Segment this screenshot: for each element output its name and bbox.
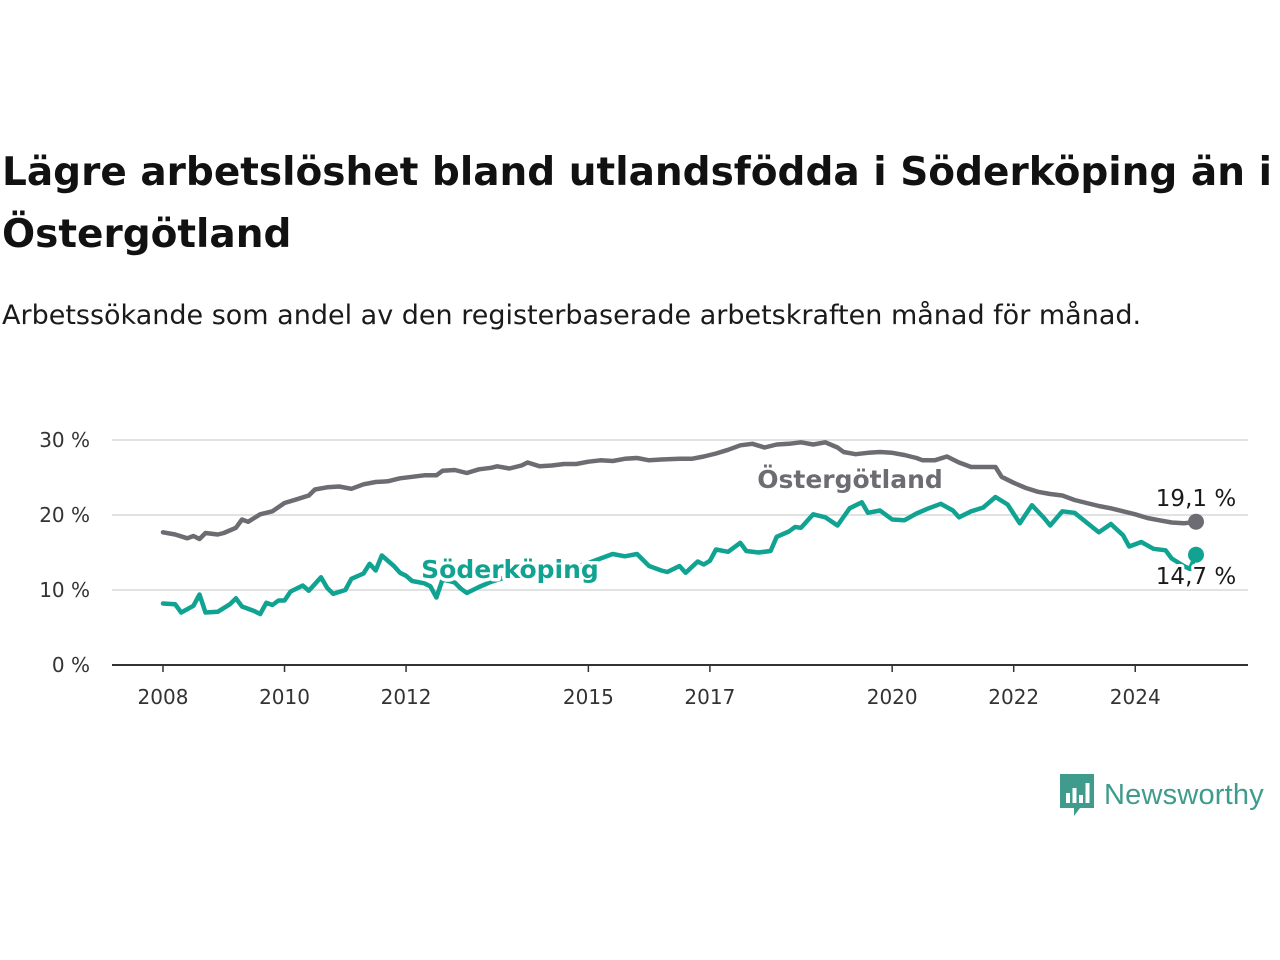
x-tick-label: 2010	[259, 685, 310, 709]
series-name-label: Söderköping	[421, 555, 599, 584]
y-tick-label: 0 %	[52, 653, 90, 677]
x-tick-label: 2015	[563, 685, 614, 709]
end-value-label: 19,1 %	[1156, 486, 1236, 512]
series-name-label: Östergötland	[757, 464, 943, 494]
series-lines	[160, 440, 1204, 617]
y-tick-label: 10 %	[39, 578, 90, 602]
series-label-halo: Söderköping	[421, 555, 599, 584]
brand-name: Newsworthy	[1104, 778, 1264, 811]
y-tick-label: 20 %	[39, 503, 90, 527]
x-tick-label: 2012	[381, 685, 432, 709]
end-point-1	[1188, 546, 1204, 563]
x-tick-label: 2024	[1110, 685, 1161, 709]
y-tick-label: 30 %	[39, 428, 90, 452]
end-value-label: 14,7 %	[1156, 564, 1236, 590]
x-tick-label: 2017	[684, 685, 735, 709]
y-axis-ticks: 0 % 10 % 20 % 30 %	[39, 428, 90, 677]
line-chart: 0 % 10 % 20 % 30 % 2008 2010 2012 2015 2017 2020…	[39, 428, 1248, 709]
x-axis-ticks: 2008 2010 2012 2015 2017 2020 2022 2024	[138, 665, 1161, 709]
chart-subtitle: Arbetssökande som andel av den registerb…	[2, 300, 1142, 331]
x-tick-label: 2008	[138, 685, 189, 709]
newsworthy-logo: Newsworthy	[1058, 772, 1264, 818]
end-label-halo: 19,1 %	[1156, 486, 1236, 512]
newsworthy-logo-icon	[1060, 774, 1094, 816]
series-label-halo: Östergötland	[757, 464, 943, 494]
end-label-halo: 14,7 %	[1156, 564, 1236, 590]
chart-title: Lägre arbetslöshet bland utlandsfödda i …	[2, 150, 1272, 257]
end-point-0	[1188, 513, 1204, 530]
x-tick-label: 2020	[867, 685, 918, 709]
series-line-0	[160, 440, 1199, 542]
series-labels: ÖstergötlandÖstergötlandSöderköpingSöder…	[418, 461, 1240, 593]
x-tick-label: 2022	[988, 685, 1039, 709]
series-line-1	[160, 494, 1199, 617]
